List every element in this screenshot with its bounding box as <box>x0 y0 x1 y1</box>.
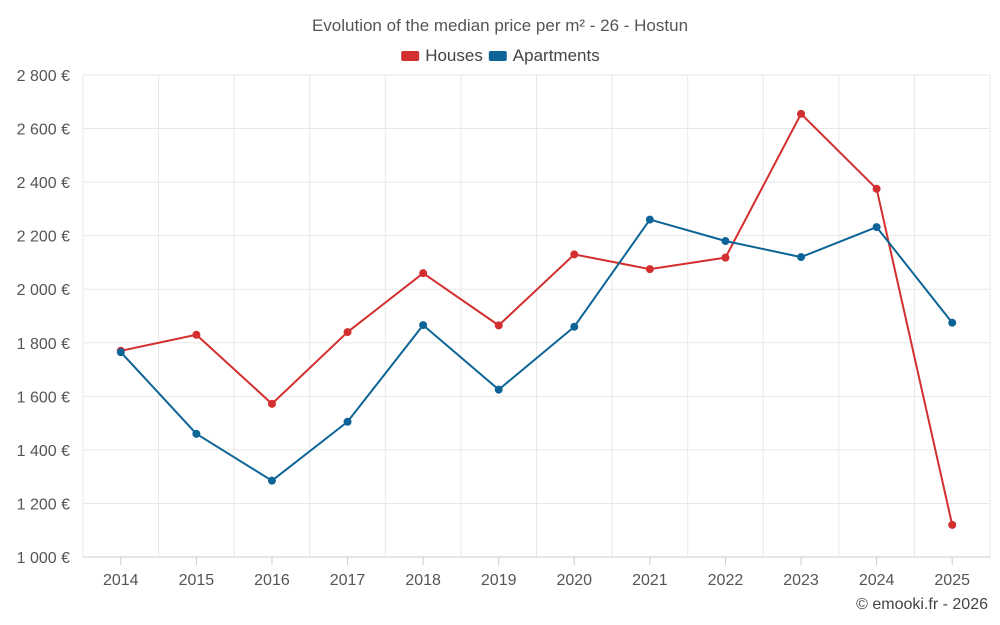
y-axis: 1 000 € 1 200 € 1 400 € 1 600 € 1 800 € 2 000… <box>17 68 70 567</box>
series-line-apartments <box>120 218 953 482</box>
series-line-houses <box>120 112 954 526</box>
y-tick-label: 1 000 € <box>17 550 70 567</box>
x-tick-label: 2019 <box>481 572 517 589</box>
x-tick-label: 2021 <box>632 572 668 589</box>
legend-swatch-houses <box>401 51 420 61</box>
x-tick-label: 2018 <box>405 572 441 589</box>
x-tick-label: 2022 <box>708 572 744 589</box>
data-point-houses <box>192 330 201 339</box>
y-tick-label: 1 200 € <box>17 496 70 513</box>
chart-title: Evolution of the median price per m² - 2… <box>312 16 688 35</box>
data-point-apartments <box>267 476 276 485</box>
data-point-apartments <box>494 385 503 394</box>
x-tick-label: 2015 <box>179 572 215 589</box>
y-tick-label: 2 400 € <box>17 175 70 192</box>
data-point-apartments <box>797 253 806 262</box>
data-point-houses <box>267 399 276 408</box>
y-tick-label: 2 800 € <box>17 68 70 85</box>
data-point-houses <box>570 250 579 259</box>
data-point-houses <box>419 269 428 278</box>
y-tick-label: 2 200 € <box>17 229 70 246</box>
y-tick-label: 2 000 € <box>17 282 70 299</box>
legend: Houses Apartments <box>401 46 600 65</box>
credit-text: © emooki.fr - 2026 <box>856 596 988 613</box>
legend-swatch-apartments <box>488 51 507 61</box>
data-point-houses <box>872 184 881 193</box>
data-point-apartments <box>343 417 352 426</box>
data-point-apartments <box>721 237 730 246</box>
data-point-apartments <box>419 321 428 330</box>
data-point-apartments <box>192 429 201 438</box>
x-tick-label: 2014 <box>103 572 139 589</box>
data-point-apartments <box>872 223 881 232</box>
x-tick-label: 2017 <box>330 572 366 589</box>
x-tick-label: 2016 <box>254 572 290 589</box>
x-tick-label: 2025 <box>934 572 970 589</box>
y-tick-label: 2 600 € <box>17 122 70 139</box>
data-point-houses <box>645 265 654 274</box>
y-tick-label: 1 400 € <box>17 443 70 460</box>
x-tick-label: 2020 <box>556 572 592 589</box>
x-tick-label: 2024 <box>859 572 895 589</box>
data-point-houses <box>494 321 503 330</box>
data-point-apartments <box>116 348 125 357</box>
x-axis: 2014 2015 2016 2017 2018 2019 2020 2021 2022 2023… <box>83 556 990 589</box>
y-tick-label: 1 800 € <box>17 336 70 353</box>
grid <box>82 74 991 557</box>
legend-label-houses: Houses <box>425 46 483 65</box>
x-tick-label: 2023 <box>783 572 819 589</box>
data-point-houses <box>343 328 352 337</box>
data-point-apartments <box>570 322 579 331</box>
data-point-houses <box>948 520 957 529</box>
y-tick-label: 1 600 € <box>17 389 70 406</box>
legend-label-apartments: Apartments <box>513 46 600 65</box>
data-point-apartments <box>645 215 654 224</box>
data-point-apartments <box>948 318 957 327</box>
data-point-houses <box>721 253 730 262</box>
data-point-houses <box>797 109 806 118</box>
plot-area <box>116 109 957 529</box>
